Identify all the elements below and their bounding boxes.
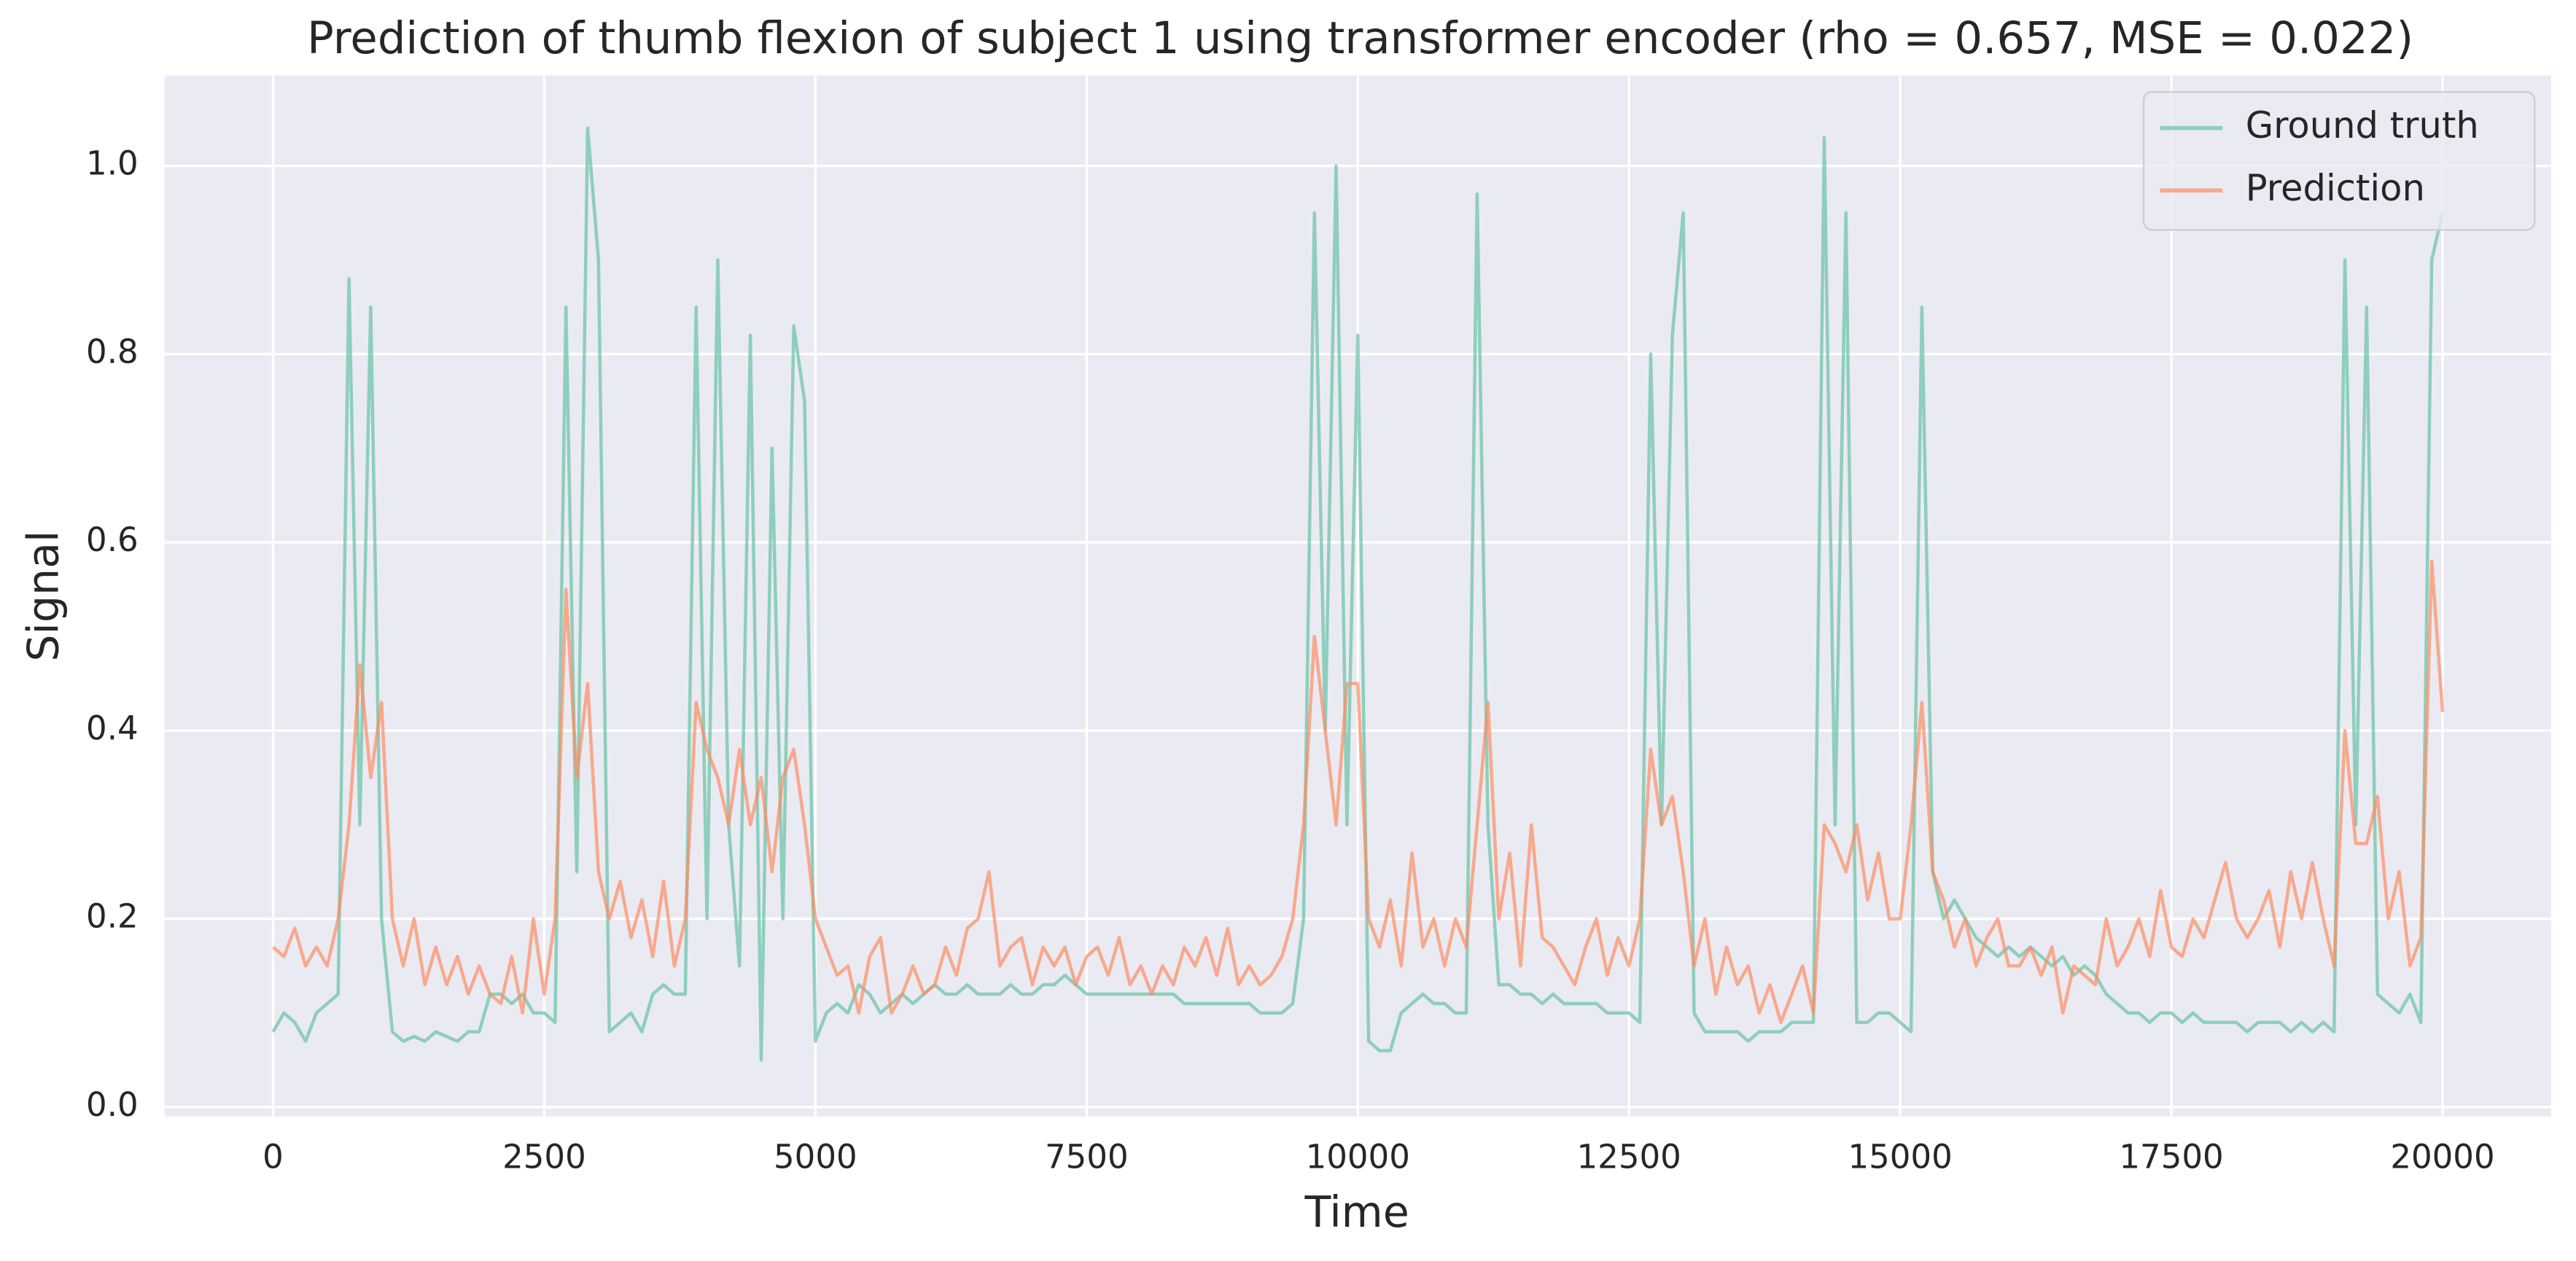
grid: 0 2500 5000 7500 10000 12500 15000 17500 20000 0.… (86, 75, 2551, 1176)
y-tick-label: 0.4 (86, 708, 139, 747)
legend-label: Ground truth (2246, 104, 2479, 147)
x-tick-label: 0 (262, 1137, 284, 1176)
chart-title: Prediction of thumb flexion of subject 1… (307, 13, 2413, 64)
x-tick-label: 15000 (1848, 1137, 1952, 1176)
y-tick-label: 1.0 (86, 144, 139, 183)
lines (271, 126, 2445, 1062)
legend: Ground truth Prediction (2142, 91, 2536, 231)
x-tick-label: 2500 (502, 1137, 586, 1176)
x-tick-label: 10000 (1306, 1137, 1410, 1176)
x-tick-label: 20000 (2390, 1137, 2494, 1176)
x-axis-label: Time (1304, 1187, 1409, 1237)
series-line (272, 559, 2445, 1024)
x-tick-label: 17500 (2119, 1137, 2223, 1176)
y-tick-label: 0.6 (86, 520, 139, 559)
y-tick-label: 0.8 (86, 332, 139, 371)
x-tick-label: 5000 (774, 1137, 857, 1176)
x-tick-label: 12500 (1577, 1137, 1681, 1176)
series-line (271, 126, 2445, 1062)
y-axis-label: Signal (19, 531, 69, 662)
legend-label: Prediction (2246, 167, 2425, 209)
legend-box (2142, 91, 2536, 231)
y-tick-label: 0.0 (86, 1085, 139, 1124)
y-tick-label: 0.2 (86, 897, 139, 936)
x-tick-label: 7500 (1045, 1137, 1129, 1176)
